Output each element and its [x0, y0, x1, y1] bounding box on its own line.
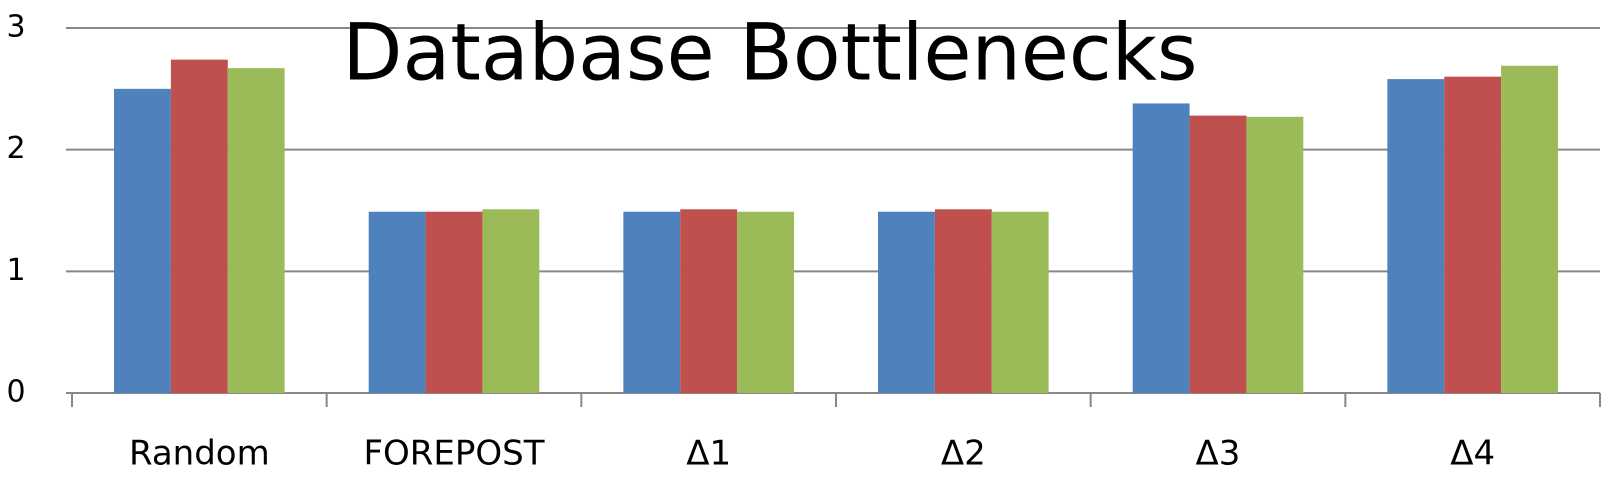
chart-title: Database Bottlenecks	[342, 8, 1197, 98]
bar	[991, 211, 1049, 393]
x-tick-label: Random	[129, 434, 270, 474]
y-tick-label: 1	[6, 253, 25, 288]
bar	[368, 211, 426, 393]
bar	[170, 59, 228, 394]
bar	[878, 211, 935, 393]
bar	[680, 209, 738, 393]
bar	[623, 211, 681, 393]
x-tick-label: Δ2	[941, 434, 986, 474]
x-tick-label: Δ3	[1196, 434, 1241, 474]
bar	[482, 209, 540, 393]
y-tick-label: 2	[6, 131, 25, 166]
bar	[1387, 79, 1445, 393]
y-tick-label: 0	[6, 375, 25, 410]
bar	[1132, 103, 1190, 393]
bar	[227, 68, 285, 394]
x-tick-label: Δ4	[1450, 434, 1495, 474]
bar	[934, 209, 992, 393]
x-tick-label: FOREPOST	[363, 434, 544, 474]
bar	[737, 211, 794, 393]
bar	[114, 88, 171, 393]
bar	[1501, 65, 1558, 393]
x-tick-label: Δ1	[686, 434, 731, 474]
bar	[1444, 76, 1502, 394]
y-tick-label: 3	[6, 10, 25, 45]
bar	[1246, 116, 1304, 394]
bar	[425, 211, 483, 393]
bar	[1189, 115, 1247, 393]
